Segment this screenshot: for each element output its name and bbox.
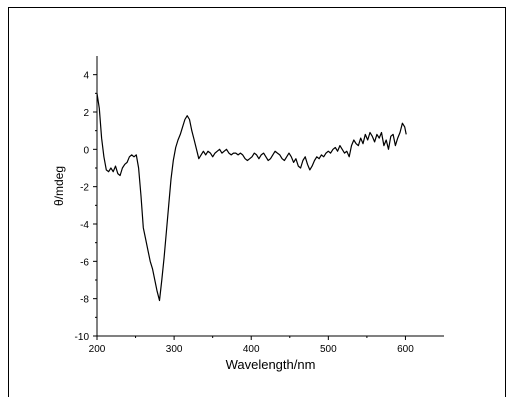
x-axis-label: Wavelength/nm bbox=[226, 357, 316, 372]
y-tick-label: -2 bbox=[80, 183, 89, 194]
y-tick-label: -10 bbox=[75, 332, 90, 343]
axis-ticks bbox=[93, 74, 406, 340]
x-tick-label: 500 bbox=[320, 344, 337, 355]
x-tick-label: 200 bbox=[89, 344, 106, 355]
y-tick-label: 0 bbox=[83, 145, 89, 156]
tick-labels: -10 -8 -6 -4 -2 0 2 4 200 300 400 500 600 bbox=[75, 71, 415, 355]
y-axis-label: θ/mdeg bbox=[52, 166, 66, 206]
figure-frame bbox=[8, 7, 506, 397]
chart-axes bbox=[96, 56, 444, 337]
x-tick-label: 600 bbox=[397, 344, 414, 355]
x-tick-label: 300 bbox=[166, 344, 183, 355]
y-tick-label: 2 bbox=[83, 108, 89, 119]
y-tick-label: -6 bbox=[80, 257, 89, 268]
series-line bbox=[96, 93, 407, 302]
y-tick-label: -8 bbox=[80, 295, 89, 306]
y-tick-label: -4 bbox=[80, 220, 89, 231]
x-tick-label: 400 bbox=[243, 344, 260, 355]
y-tick-label: 4 bbox=[83, 71, 89, 82]
